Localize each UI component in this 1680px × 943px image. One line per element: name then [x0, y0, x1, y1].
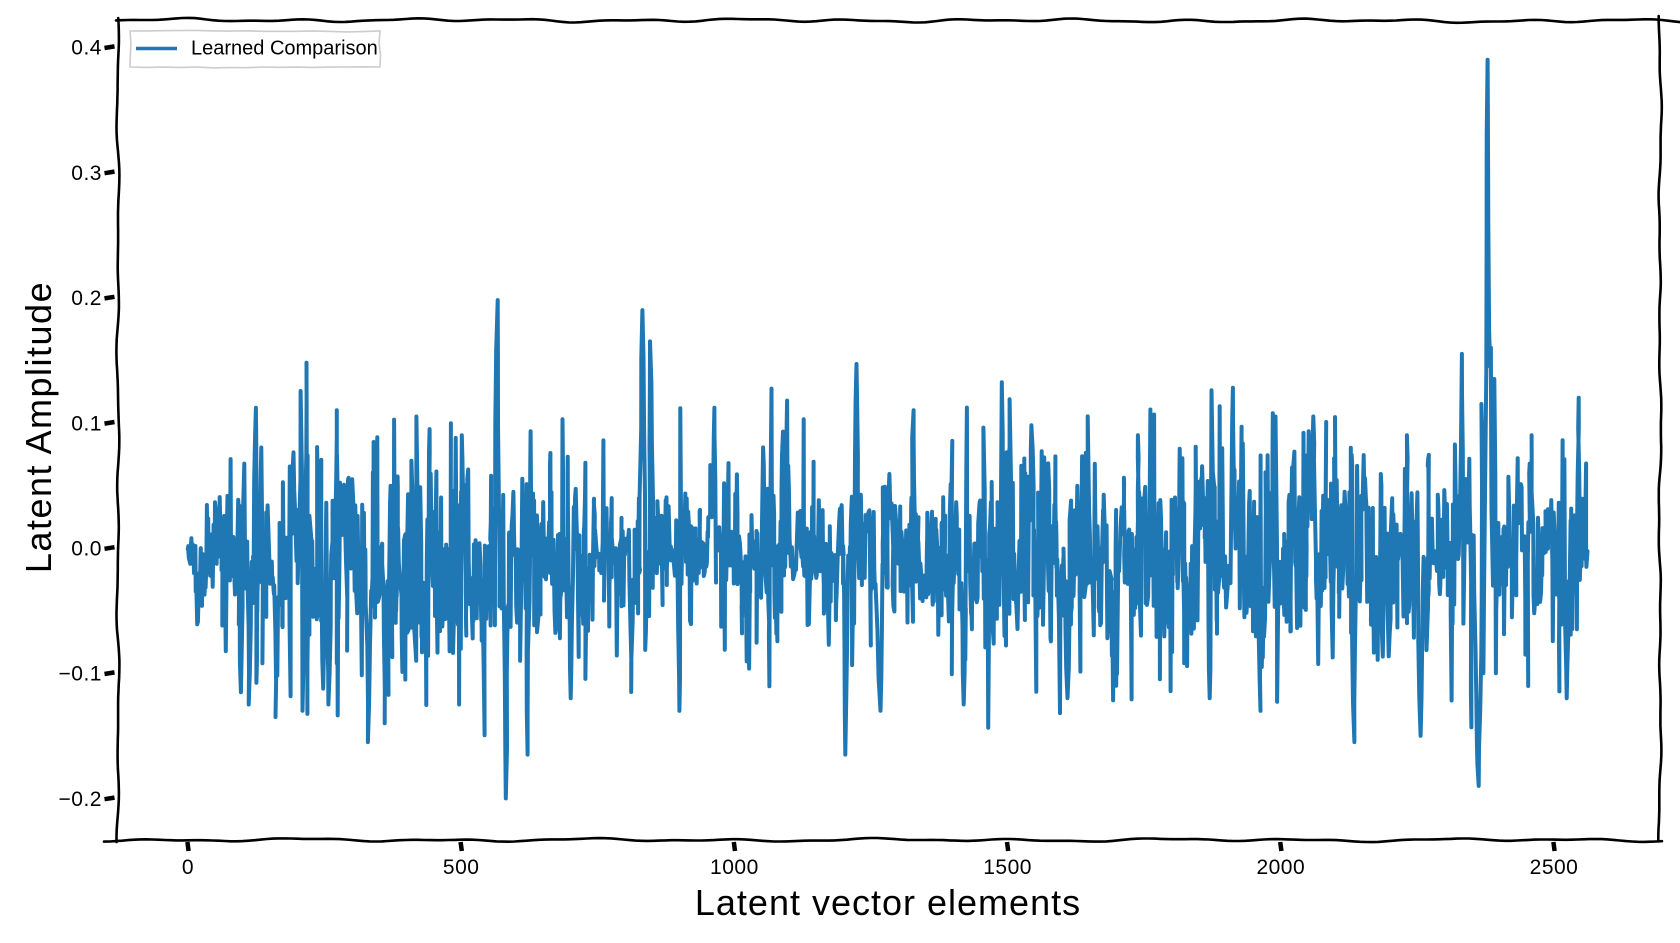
- svg-text:0.3: 0.3: [71, 162, 102, 185]
- svg-text:1500: 1500: [983, 856, 1032, 879]
- svg-text:Latent vector elements: Latent vector elements: [695, 882, 1081, 923]
- svg-text:0: 0: [182, 856, 194, 879]
- svg-text:2500: 2500: [1530, 856, 1579, 879]
- svg-text:−0.1: −0.1: [59, 663, 102, 686]
- svg-text:2000: 2000: [1256, 856, 1305, 879]
- svg-text:0.4: 0.4: [71, 37, 102, 60]
- svg-text:500: 500: [443, 856, 480, 879]
- svg-text:0.0: 0.0: [71, 538, 102, 561]
- svg-text:−0.2: −0.2: [59, 788, 102, 811]
- svg-text:Latent Amplitude: Latent Amplitude: [18, 281, 59, 573]
- svg-text:Learned Comparison: Learned Comparison: [191, 38, 378, 60]
- svg-text:1000: 1000: [710, 856, 759, 879]
- svg-text:0.2: 0.2: [71, 287, 102, 310]
- svg-text:0.1: 0.1: [71, 412, 102, 435]
